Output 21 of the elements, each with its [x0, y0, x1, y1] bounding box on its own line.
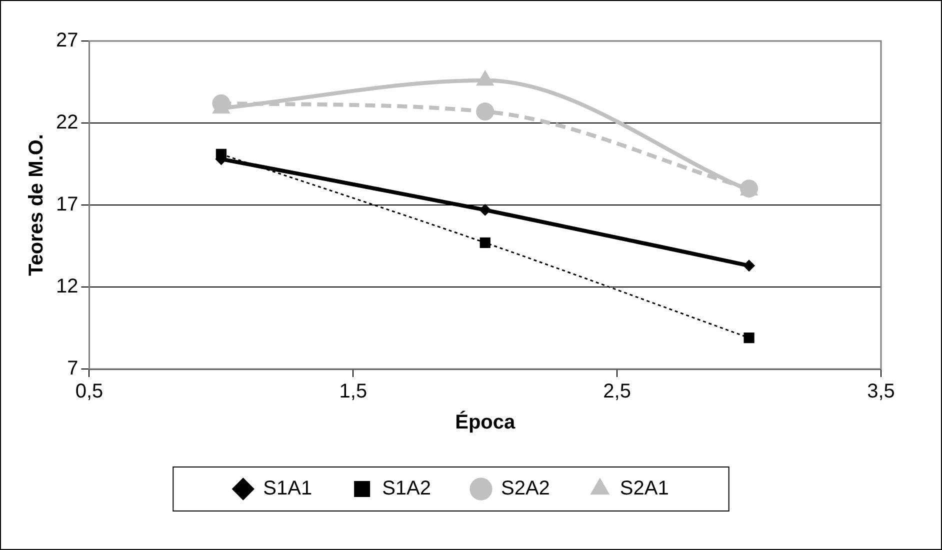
y-axis-title: Teores de M.O. — [26, 134, 48, 276]
legend-label: S1A2 — [382, 478, 432, 500]
point — [744, 332, 754, 344]
point — [743, 260, 756, 272]
y-tick-label: 22 — [56, 112, 78, 134]
x-tick-label: 0,5 — [75, 380, 104, 403]
y-tick-label: 7 — [67, 358, 78, 380]
x-tick-label: 2,5 — [603, 380, 631, 403]
legend-label: S1A1 — [263, 478, 312, 500]
point — [479, 204, 492, 216]
x-tick-label: 3,5 — [867, 380, 895, 403]
point — [480, 237, 490, 248]
legend-label: S2A1 — [620, 478, 669, 500]
y-tick-label: 17 — [56, 194, 78, 216]
y-tick-label: 27 — [56, 30, 78, 52]
x-axis-title: Época — [455, 410, 516, 434]
x-tick-label: 1,5 — [339, 380, 368, 403]
point — [740, 180, 758, 198]
point — [476, 102, 494, 121]
y-tick-label: 12 — [56, 276, 78, 298]
legend-label: S2A2 — [501, 478, 550, 500]
